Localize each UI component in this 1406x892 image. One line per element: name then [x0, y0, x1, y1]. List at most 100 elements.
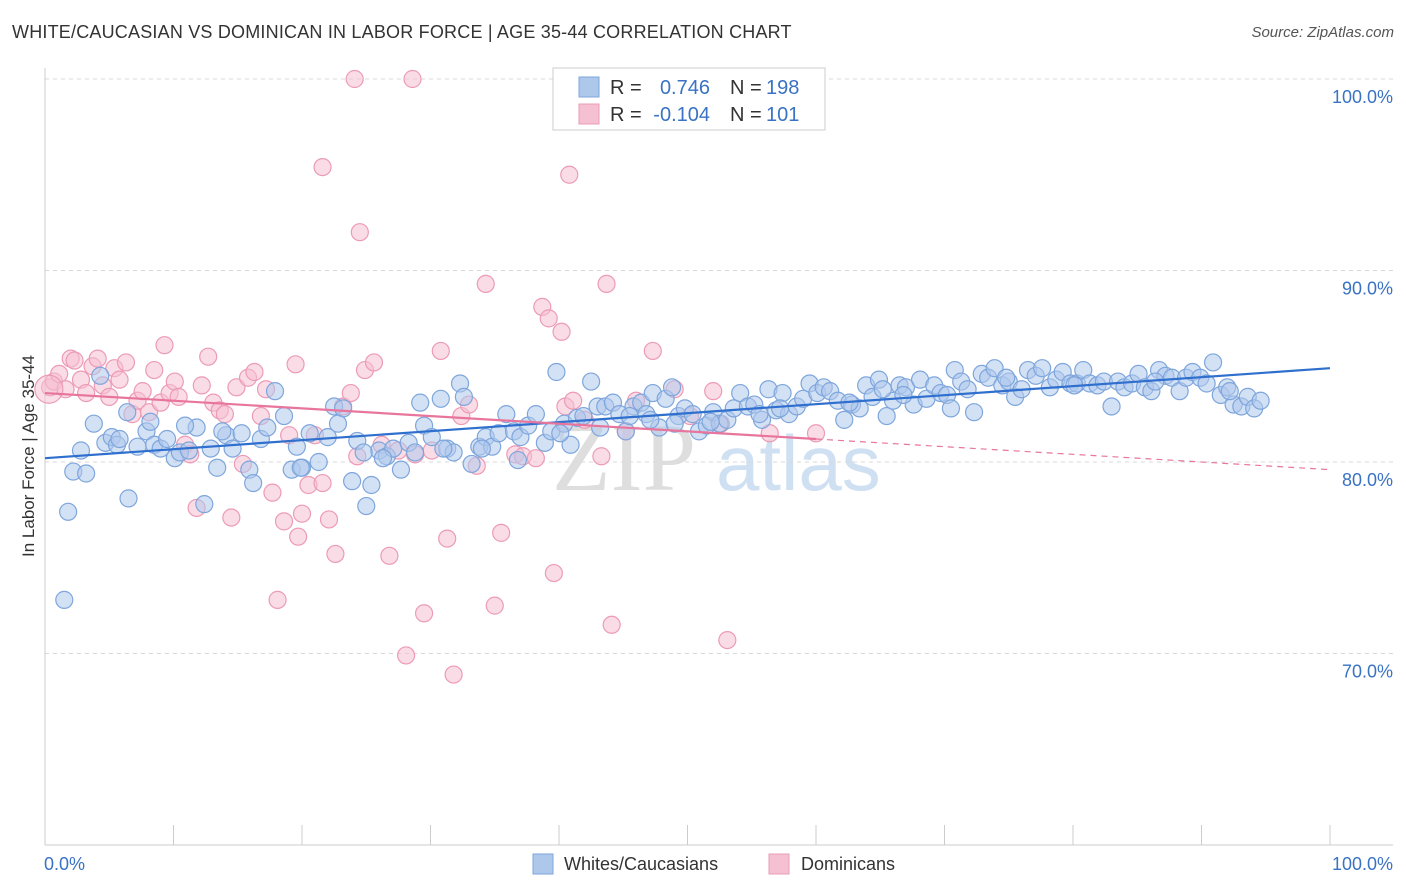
- whites-point: [835, 410, 854, 429]
- whites-point: [508, 450, 527, 470]
- y-tick-labels: 70.0% 80.0% 90.0% 100.0%: [1332, 87, 1393, 682]
- dominicans-point: [313, 473, 332, 493]
- dominicans-point: [345, 69, 364, 89]
- dominicans-point: [165, 372, 184, 391]
- whites-point: [1220, 382, 1239, 401]
- whites-point: [274, 406, 294, 426]
- whites-point: [551, 424, 570, 443]
- dominicans-trend-line: [44, 391, 817, 441]
- whites-point: [300, 424, 319, 443]
- whites-point: [91, 366, 110, 385]
- dominicans-point: [65, 351, 84, 370]
- dominicans-point: [341, 383, 360, 403]
- dominicans-point: [414, 604, 434, 623]
- whites-point: [1102, 397, 1121, 416]
- dominicans-point: [592, 447, 611, 466]
- whites-point: [354, 443, 373, 462]
- whites-point: [362, 475, 381, 495]
- whites-point: [526, 405, 545, 424]
- dominicans-point: [222, 508, 241, 527]
- whites-point: [422, 428, 441, 447]
- dominicans-point: [560, 165, 579, 184]
- whites-point: [1197, 374, 1216, 393]
- whites-point: [616, 422, 635, 441]
- whites-point: [84, 414, 103, 433]
- dominicans-point: [245, 362, 264, 382]
- axes: [44, 68, 1393, 846]
- whites-point: [244, 473, 263, 493]
- dominicans-point: [431, 341, 450, 361]
- watermark-atlas: atlas: [716, 419, 881, 507]
- whites-point: [641, 410, 660, 429]
- whites-point: [59, 502, 78, 521]
- dominicans-point: [704, 382, 723, 401]
- bottom-legend-swatch-whites: [532, 853, 554, 875]
- bottom-legend-dominicans: Dominicans: [801, 854, 895, 874]
- whites-point: [662, 378, 682, 397]
- whites-point: [118, 403, 137, 422]
- whites-point: [223, 439, 242, 458]
- dominicans-trend-line-dashed: [815, 438, 1331, 471]
- legend-r-label-blue: R =: [610, 77, 642, 99]
- whites-point: [232, 424, 251, 443]
- whites-point: [582, 372, 601, 391]
- dominicans-point: [319, 510, 339, 529]
- whites-point: [561, 435, 580, 454]
- legend-swatch-blue: [578, 76, 600, 98]
- whites-point: [258, 418, 277, 437]
- whites-point: [157, 429, 177, 449]
- dominicans-point: [552, 322, 571, 341]
- dominicans-point: [292, 504, 312, 523]
- dominicans-point: [350, 223, 369, 242]
- legend-r-value-blue: 0.746: [660, 77, 710, 99]
- chart-source: Source: ZipAtlas.com: [1251, 24, 1394, 41]
- y-tick-label: 90.0%: [1342, 279, 1393, 299]
- dominicans-point: [274, 512, 294, 531]
- y-tick-label: 100.0%: [1332, 87, 1393, 107]
- dominicans-point: [364, 353, 384, 372]
- dominicans-point: [263, 483, 282, 502]
- dominicans-point: [476, 274, 495, 294]
- whites-point: [175, 416, 195, 435]
- whites-point: [334, 399, 353, 418]
- dominicans-point: [539, 309, 558, 328]
- dominicans-point: [485, 596, 504, 615]
- legend-n-value-pink: 101: [766, 104, 799, 126]
- dominicans-point: [492, 523, 511, 542]
- legend-n-label-blue: N =: [730, 77, 762, 99]
- dominicans-point: [313, 157, 332, 177]
- dominicans-point: [526, 449, 545, 468]
- whites-point: [770, 399, 790, 418]
- x-tick-label-min: 0.0%: [44, 854, 85, 874]
- whites-point: [750, 405, 769, 424]
- legend-n-label-pink: N =: [730, 104, 762, 126]
- whites-point: [894, 385, 913, 405]
- whites-point: [1203, 353, 1223, 372]
- dominicans-point: [77, 383, 96, 403]
- whites-point: [213, 422, 232, 441]
- correlation-legend: R = 0.746 N = 198 R = -0.104 N = 101: [552, 67, 826, 131]
- whites-point: [941, 399, 961, 418]
- whites-point: [328, 414, 348, 433]
- dominicans-point: [597, 274, 616, 294]
- dominicans-point: [438, 529, 457, 548]
- dominicans-point: [380, 546, 399, 565]
- whites-point: [265, 382, 285, 401]
- dominicans-point: [88, 349, 107, 368]
- whites-point: [431, 389, 450, 408]
- whites-point: [1251, 391, 1270, 410]
- whites-point: [55, 590, 74, 609]
- dominicans-point: [564, 391, 583, 410]
- dominicans-point: [215, 405, 234, 424]
- whites-point: [77, 464, 96, 483]
- dominicans-point: [133, 382, 152, 401]
- whites-point: [208, 458, 227, 477]
- whites-point: [1033, 359, 1052, 378]
- trend-lines: [44, 367, 1331, 471]
- legend-n-value-blue: 198: [766, 77, 799, 99]
- whites-trend-line: [44, 367, 1331, 460]
- whites-point: [462, 454, 481, 474]
- y-tick-label: 80.0%: [1342, 470, 1393, 490]
- whites-point: [405, 443, 425, 462]
- whites-point: [373, 449, 393, 468]
